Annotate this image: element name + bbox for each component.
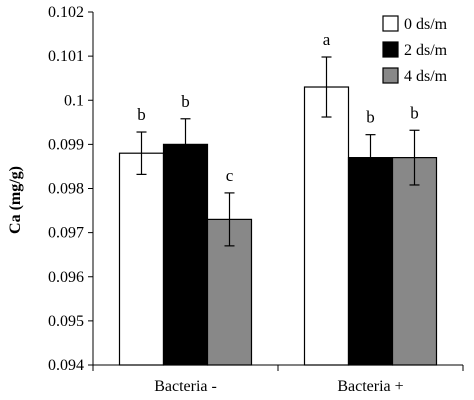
significance-label: b — [181, 92, 190, 111]
significance-label: c — [226, 166, 234, 185]
bar — [118, 152, 165, 366]
legend-label: 2 ds/m — [404, 42, 448, 59]
legend-label: 4 ds/m — [404, 68, 448, 85]
bar — [347, 157, 394, 366]
y-tick-label: 0.102 — [48, 4, 84, 21]
legend-swatch — [382, 15, 399, 32]
significance-label: a — [323, 30, 331, 49]
significance-label: b — [410, 103, 419, 122]
legend-swatch — [382, 67, 399, 84]
legend-label: 0 ds/m — [404, 16, 448, 33]
y-tick-label: 0.095 — [48, 313, 84, 330]
y-tick-label: 0.101 — [48, 48, 84, 65]
y-tick-label: 0.098 — [48, 181, 84, 198]
legend: 0 ds/m 2 ds/m 4 ds/m — [382, 15, 448, 85]
y-tick-label: 0.1 — [64, 92, 84, 109]
x-category-label: Bacteria - — [154, 378, 217, 395]
legend-swatch — [382, 41, 399, 58]
bar — [162, 143, 209, 366]
significance-label: b — [366, 108, 375, 127]
y-tick-label: 0.094 — [48, 357, 84, 374]
y-axis-label: Ca (mg/g) — [7, 166, 24, 234]
axes: 0.094 0.095 0.096 0.097 0.098 0.099 0.1 0.101 0.… — [48, 4, 464, 395]
y-tick-label: 0.099 — [48, 136, 84, 153]
y-tick-label: 0.097 — [48, 225, 84, 242]
bar — [303, 86, 350, 366]
x-category-label: Bacteria + — [337, 378, 403, 395]
significance-label: b — [137, 105, 146, 124]
bar — [391, 157, 438, 366]
bars: b b c a b b — [118, 30, 438, 366]
y-tick-label: 0.096 — [48, 269, 84, 286]
